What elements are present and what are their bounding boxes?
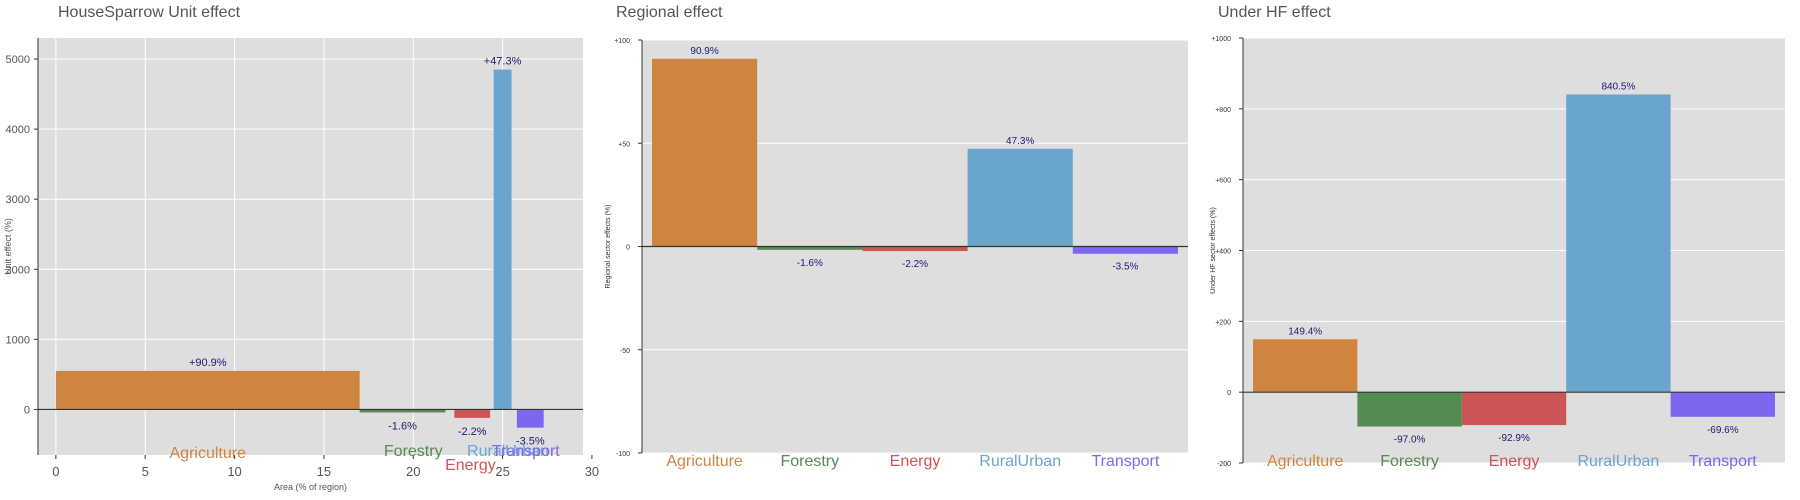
bar-energy — [862, 246, 968, 252]
category-label-agriculture: Agriculture — [666, 453, 743, 470]
regional-effect-chart: -100 -50 0 +50 +100 90.9% Agriculture -1.6% Fore… — [605, 38, 1188, 470]
data-label-energy: -92.9% — [1498, 433, 1530, 444]
x-axis-label: Area (% of region) — [274, 482, 347, 492]
data-label-forestry: -97.0% — [1394, 435, 1426, 446]
data-label-energy: -2.2% — [458, 426, 487, 438]
y-tick-label: +1000 — [1211, 36, 1231, 43]
data-label-transport: -3.5% — [516, 436, 545, 448]
y-tick-label: +600 — [1215, 178, 1231, 185]
data-label-ruralurban: 840.5% — [1601, 81, 1635, 92]
data-label-forestry: -1.6% — [388, 420, 417, 432]
y-tick-label: 1000 — [6, 334, 30, 346]
category-label-transport: Transport — [1091, 453, 1159, 470]
bar-forestry — [1357, 392, 1462, 427]
under-hf-effect-chart: -200 0 +200 +400 +600 +800 +1000 149.4% Agricult… — [1210, 36, 1785, 470]
y-tick-label: +400 — [1215, 249, 1231, 256]
category-label-agriculture: Agriculture — [1267, 453, 1344, 470]
bar-transport — [1072, 246, 1178, 254]
data-label-transport: -3.5% — [1112, 262, 1138, 273]
bar-ruralurban — [967, 148, 1073, 247]
data-label-agriculture: 90.9% — [690, 46, 718, 57]
x-tick-label: 30 — [585, 464, 599, 479]
x-tick-label: 20 — [406, 464, 420, 479]
x-tick-label: 15 — [317, 464, 331, 479]
under-hf-effect-title: Under HF effect — [1218, 4, 1331, 21]
y-tick-label: -50 — [620, 348, 630, 355]
category-label-forestry: Forestry — [780, 453, 839, 470]
bar-energy — [1461, 392, 1567, 426]
y-tick-label: 2000 — [6, 264, 30, 276]
under-hf-effect-panel: Under HF effect -200 0 +200 +400 +600 +800 +10… — [1200, 0, 1800, 500]
regional-effect-panel: Regional effect -100 -50 0 +50 +100 90.9% Agri… — [600, 0, 1200, 500]
regional-effect-title: Regional effect — [616, 4, 723, 21]
category-label-energy: Energy — [890, 453, 941, 470]
y-axis-label: Unit effect (%) — [3, 218, 13, 275]
category-label-ruralurban: RuralUrban — [467, 443, 549, 460]
y-axis-label: Regional sector effects (%) — [605, 205, 612, 289]
y-tick-label: +50 — [618, 141, 630, 148]
unit-effect-title: HouseSparrow Unit effect — [58, 4, 241, 21]
y-tick-label: -200 — [1217, 461, 1231, 468]
bar-energy — [454, 409, 491, 418]
x-tick-label: 5 — [142, 464, 149, 479]
y-tick-label: 0 — [24, 404, 30, 416]
bar-agriculture — [1253, 339, 1358, 393]
data-label-forestry: -1.6% — [797, 258, 823, 269]
category-label-energy: Energy — [445, 457, 496, 474]
unit-effect-panel: HouseSparrow Unit effect 0 1000 2000 3000 40… — [0, 0, 600, 500]
y-tick-label: 5000 — [6, 54, 30, 66]
category-label-forestry: Forestry — [384, 443, 443, 460]
y-tick-label: 4000 — [6, 124, 30, 136]
data-label-agriculture: +90.9% — [189, 357, 227, 369]
y-tick-label: 0 — [626, 245, 630, 252]
bar-transport — [516, 409, 544, 428]
y-tick-label: -100 — [616, 451, 630, 458]
data-label-agriculture: 149.4% — [1288, 326, 1322, 337]
data-label-transport: -69.6% — [1707, 425, 1739, 436]
x-tick-label: 10 — [227, 464, 241, 479]
x-tick-label: 25 — [495, 464, 509, 479]
category-label-ruralurban: RuralUrban — [1577, 453, 1659, 470]
bar-forestry — [757, 246, 863, 250]
category-label-transport: Transport — [492, 443, 560, 460]
bar-ruralurban — [493, 69, 512, 410]
bar-forestry — [359, 409, 446, 413]
category-label-transport: Transport — [1689, 453, 1757, 470]
category-label-energy: Energy — [1489, 453, 1540, 470]
bar-agriculture — [55, 370, 360, 410]
data-label-ruralurban: +47.3% — [484, 56, 522, 68]
y-axis-label: Under HF sector effects (%) — [1210, 207, 1217, 294]
category-label-ruralurban: RuralUrban — [979, 453, 1061, 470]
y-tick-label: 0 — [1227, 390, 1231, 397]
y-tick-label: +200 — [1215, 319, 1231, 326]
category-label-agriculture: Agriculture — [170, 445, 247, 462]
data-label-energy: -2.2% — [902, 259, 928, 270]
x-tick-label: 0 — [52, 464, 59, 479]
bar-ruralurban — [1566, 94, 1671, 393]
y-tick-label: 3000 — [6, 194, 30, 206]
y-tick-label: +100 — [614, 38, 630, 45]
data-label-ruralurban: 47.3% — [1006, 136, 1034, 147]
bar-transport — [1670, 392, 1775, 417]
category-label-forestry: Forestry — [1380, 453, 1439, 470]
bar-agriculture — [652, 58, 758, 247]
unit-effect-chart: 0 1000 2000 3000 4000 5000 0 5 10 15 20 25 30 +90.9% A… — [3, 38, 599, 492]
y-tick-label: +800 — [1215, 107, 1231, 114]
